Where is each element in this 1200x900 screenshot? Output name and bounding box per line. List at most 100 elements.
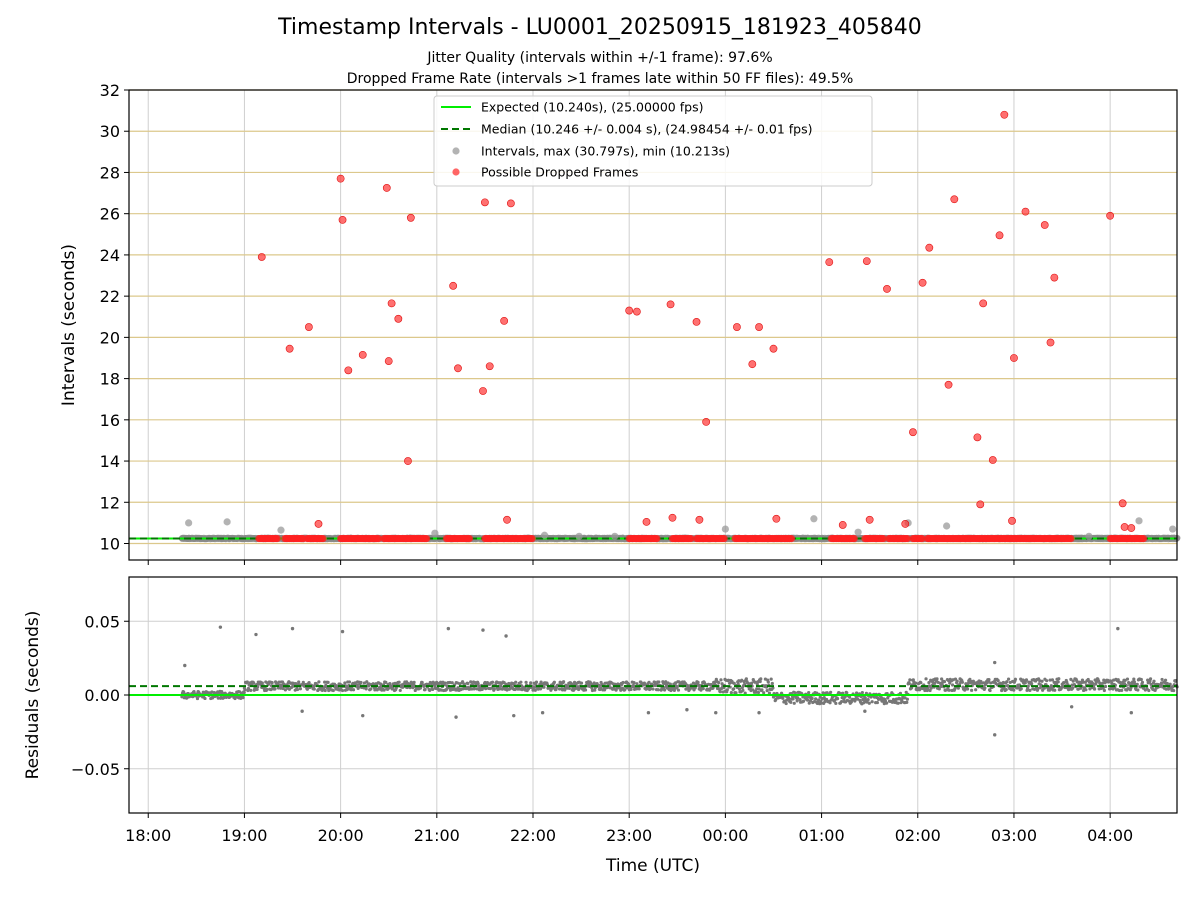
residual-point (662, 688, 667, 692)
residual-point (470, 687, 474, 691)
residual-point (283, 688, 288, 692)
residual-point (940, 677, 944, 681)
residual-point (720, 682, 724, 686)
residual-point (896, 701, 900, 705)
residual-point (863, 696, 867, 700)
residual-point (719, 678, 723, 682)
residual-point (711, 686, 715, 690)
residual-point (672, 688, 677, 692)
residual-point (988, 688, 992, 693)
residual-point (970, 688, 974, 692)
residual-point (908, 678, 912, 682)
residual-point (940, 682, 944, 686)
residual-point (1165, 681, 1169, 686)
residual-point (834, 701, 838, 705)
chart-header: Timestamp Intervals - LU0001_20250915_18… (0, 0, 1200, 90)
residual-point (323, 688, 327, 693)
residual-point (428, 688, 432, 692)
residual-point (1164, 687, 1168, 691)
interval-point (854, 528, 862, 536)
residual-point (563, 688, 567, 692)
residual-point (466, 681, 470, 686)
dropped-frame-point (865, 515, 874, 524)
residual-point (492, 687, 496, 691)
residual-point (629, 687, 633, 692)
residual-point (469, 680, 473, 684)
residual-point (769, 677, 773, 681)
interval-point (185, 519, 193, 527)
residual-point (561, 680, 566, 684)
dropped-frame-point (772, 514, 781, 523)
residual-point (307, 681, 311, 685)
residual-point (734, 691, 738, 695)
intervals-y-tick-label: 14 (100, 452, 120, 471)
residual-point (965, 687, 970, 691)
residual-point (241, 696, 245, 700)
residual-point (717, 681, 721, 685)
residual-point (448, 680, 452, 685)
dropped-frame-point (1008, 516, 1016, 525)
residual-point (1117, 688, 1121, 693)
residual-point (1006, 677, 1011, 681)
residual-point (301, 680, 305, 684)
residual-point (781, 696, 785, 700)
chart-legend: Expected (10.240s), (25.00000 fps)Median… (433, 95, 873, 187)
residual-point (743, 691, 747, 695)
dropped-frame-point (394, 314, 403, 323)
dropped-frame-point (338, 215, 347, 224)
dropped-frame-point (1140, 534, 1148, 543)
residual-point (1135, 682, 1139, 686)
dropped-frame-point (720, 534, 728, 543)
dropped-frame-point (384, 357, 393, 365)
dropped-frame-point (702, 417, 711, 426)
residual-point (1024, 678, 1029, 682)
residual-point (412, 680, 416, 684)
residual-point (519, 680, 523, 684)
residual-point (1019, 687, 1023, 691)
residual-point (210, 696, 215, 700)
residual-point (1140, 680, 1145, 684)
interval-point (810, 515, 818, 523)
dropped-frame-point (909, 428, 917, 437)
residual-point (347, 680, 352, 684)
residual-point (524, 680, 528, 684)
residual-point (754, 690, 758, 694)
residual-point (743, 682, 747, 686)
residual-point (983, 686, 987, 690)
interval-point (611, 532, 619, 540)
residual-point (355, 683, 359, 687)
residual-point (927, 684, 932, 688)
interval-point (223, 518, 231, 526)
dropped-frame-point (1106, 211, 1115, 220)
residual-point (349, 688, 353, 692)
residual-point (676, 688, 681, 692)
residual-point (444, 687, 449, 692)
residual-point (295, 687, 300, 692)
residual-point (1081, 680, 1085, 684)
dropped-frame-point (479, 387, 487, 395)
residual-point (1123, 678, 1127, 683)
residual-point (736, 682, 740, 686)
dropped-frame-point (1067, 534, 1075, 543)
residual-point (656, 688, 660, 692)
dropped-frame-point (285, 344, 294, 353)
residual-point (718, 690, 722, 694)
residual-point (1048, 678, 1052, 682)
residual-point (796, 696, 800, 700)
residual-point (255, 687, 259, 691)
residual-point (770, 681, 774, 686)
residual-point (476, 682, 480, 686)
dropped-frame-point (506, 199, 515, 208)
residual-point (1088, 687, 1092, 691)
residual-point (964, 682, 968, 686)
residual-point (829, 690, 833, 694)
residual-point (538, 687, 543, 691)
intervals-y-tick-label: 22 (100, 287, 120, 306)
dropped-frame-point (642, 517, 651, 526)
residual-point (760, 688, 764, 692)
residual-point (927, 681, 931, 685)
residual-point (749, 681, 754, 685)
residual-point (828, 701, 832, 705)
residual-point (903, 696, 907, 700)
